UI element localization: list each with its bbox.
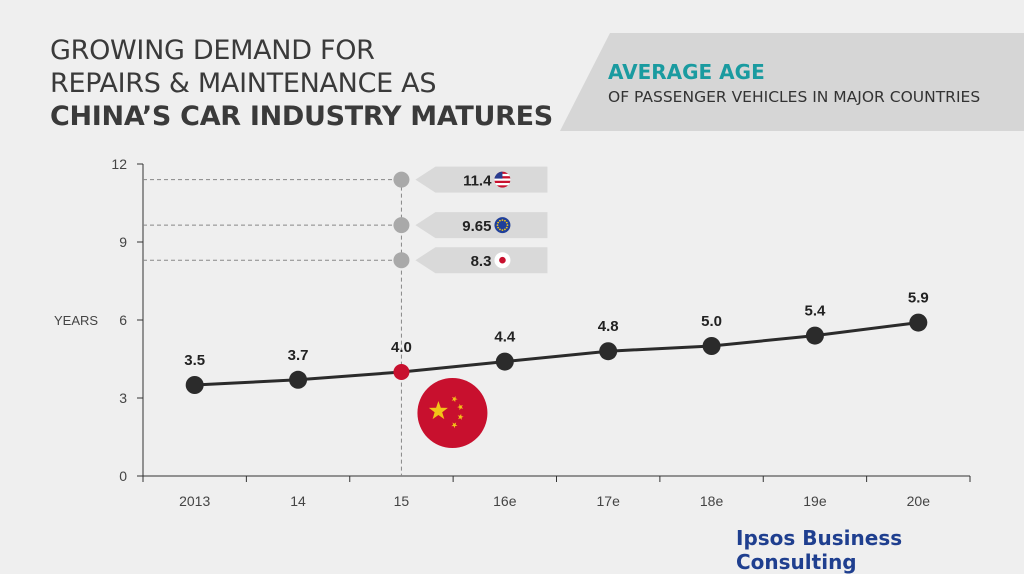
x-tick-label: 17e bbox=[597, 493, 621, 509]
data-point bbox=[185, 376, 204, 394]
page-title: GROWING DEMAND FOR REPAIRS & MAINTENANCE… bbox=[50, 34, 553, 133]
eu-flag-star bbox=[497, 221, 500, 224]
china-flag-star bbox=[457, 404, 464, 411]
y-tick-label: 12 bbox=[111, 156, 127, 172]
china-flag-star bbox=[457, 413, 464, 420]
data-label: 3.5 bbox=[184, 352, 205, 369]
x-tick-label: 16e bbox=[493, 493, 517, 509]
data-point bbox=[393, 364, 410, 380]
us-flag-icon bbox=[494, 171, 511, 188]
china-flag-star bbox=[451, 396, 458, 403]
x-tick-label: 2013 bbox=[179, 493, 210, 509]
eu-flag-star bbox=[504, 219, 506, 222]
title-line-2: REPAIRS & MAINTENANCE AS bbox=[50, 68, 437, 99]
eu-flag-star bbox=[504, 228, 506, 231]
data-label: 5.0 bbox=[701, 313, 722, 330]
data-label: 5.4 bbox=[805, 303, 827, 320]
y-tick-label: 9 bbox=[119, 234, 127, 250]
data-point bbox=[702, 337, 721, 355]
reference-value-label: 8.3 bbox=[471, 253, 492, 270]
reference-value-label: 11.4 bbox=[463, 173, 492, 190]
reference-value-label: 9.65 bbox=[462, 218, 491, 235]
eu-flag-star bbox=[506, 224, 509, 227]
data-label: 3.7 bbox=[288, 347, 309, 364]
banner-title: AVERAGE AGE bbox=[608, 60, 765, 84]
data-label: 5.9 bbox=[908, 290, 929, 307]
y-tick-label: 0 bbox=[119, 468, 127, 484]
eu-flag-star bbox=[505, 221, 508, 224]
reference-point bbox=[393, 217, 410, 234]
data-point bbox=[909, 313, 928, 332]
eu-flag-icon bbox=[494, 217, 511, 234]
eu-flag-star bbox=[497, 226, 500, 229]
eu-flag-star bbox=[499, 228, 501, 231]
data-label: 4.8 bbox=[598, 318, 619, 335]
reference-point bbox=[393, 171, 410, 188]
china-flag-star bbox=[451, 422, 458, 429]
data-point bbox=[599, 342, 618, 361]
reference-point bbox=[393, 252, 410, 269]
data-point bbox=[289, 370, 308, 389]
title-banner bbox=[560, 33, 1024, 131]
data-point bbox=[805, 326, 824, 345]
x-tick-label: 20e bbox=[907, 493, 931, 509]
banner-subtitle: OF PASSENGER VEHICLES IN MAJOR COUNTRIES bbox=[608, 88, 981, 106]
eu-flag-star bbox=[501, 229, 504, 232]
title-line-3: CHINA’S CAR INDUSTRY MATURES bbox=[50, 101, 553, 132]
brand-logo-text: Ipsos Business Consulting bbox=[736, 526, 903, 574]
eu-flag-star bbox=[499, 219, 501, 222]
reference-callout-box bbox=[415, 247, 548, 274]
title-line-1: GROWING DEMAND FOR bbox=[50, 35, 375, 66]
china-flag-star bbox=[428, 401, 448, 420]
y-tick-label: 6 bbox=[119, 312, 127, 328]
japan-flag-sun bbox=[499, 256, 506, 264]
x-tick-label: 19e bbox=[803, 493, 827, 509]
y-tick-label: 3 bbox=[119, 390, 127, 406]
series-line bbox=[194, 321, 919, 387]
data-label: 4.0 bbox=[391, 339, 412, 356]
x-tick-label: 14 bbox=[290, 493, 306, 509]
reference-callout-box bbox=[415, 212, 548, 239]
data-label: 4.4 bbox=[494, 329, 516, 346]
eu-flag-star bbox=[505, 226, 508, 229]
x-tick-label: 15 bbox=[394, 493, 410, 509]
eu-flag-star bbox=[501, 219, 504, 222]
y-axis-label: YEARS bbox=[54, 313, 98, 328]
reference-callout-box bbox=[415, 166, 548, 193]
data-point bbox=[495, 352, 514, 371]
china-flag-icon bbox=[417, 378, 488, 448]
x-tick-label: 18e bbox=[700, 493, 724, 509]
eu-flag-star bbox=[496, 224, 499, 227]
